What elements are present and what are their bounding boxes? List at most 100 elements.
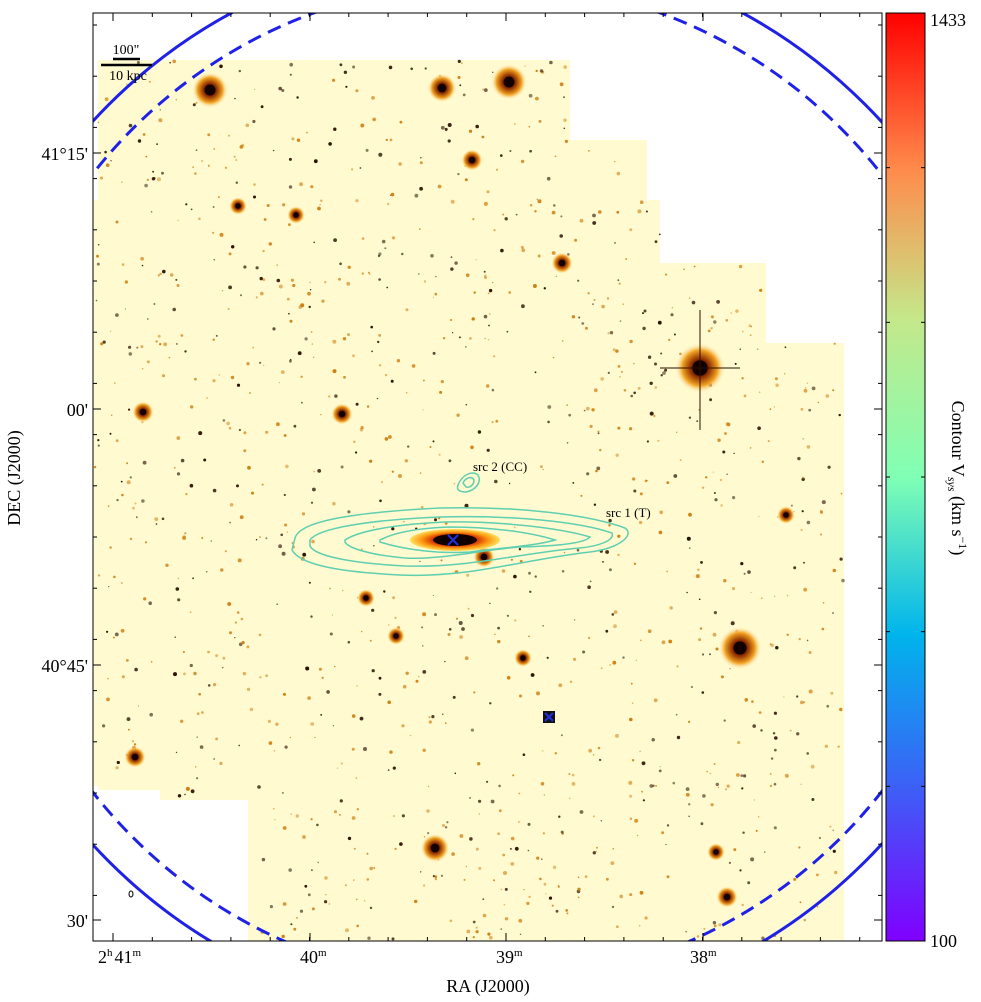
star [464, 178, 468, 182]
star [190, 789, 195, 794]
star [774, 377, 778, 381]
star [649, 411, 654, 416]
star [284, 523, 288, 527]
star [372, 117, 377, 122]
star [309, 289, 312, 291]
star [560, 734, 563, 737]
star [651, 738, 655, 742]
star [614, 242, 616, 244]
star [301, 401, 303, 404]
star [838, 413, 841, 417]
star [622, 656, 625, 659]
star [578, 316, 581, 319]
star [159, 272, 162, 276]
source-marker [543, 711, 555, 723]
star [116, 498, 119, 502]
y-axis-label: DEC (J2000) [4, 430, 25, 526]
star [386, 286, 389, 289]
star [176, 343, 178, 345]
star [157, 334, 161, 338]
star [735, 309, 739, 313]
star [487, 932, 491, 936]
star [115, 220, 119, 224]
star [207, 684, 211, 687]
star [381, 481, 383, 483]
star [798, 846, 801, 849]
star [222, 656, 226, 660]
star [662, 371, 666, 375]
star [193, 671, 197, 676]
star [391, 236, 396, 240]
star [378, 152, 383, 157]
star [769, 784, 773, 788]
star [355, 451, 358, 454]
star [566, 912, 569, 915]
star [121, 181, 123, 183]
star [502, 213, 505, 216]
star [654, 362, 657, 366]
star [329, 632, 333, 636]
star [841, 578, 845, 583]
star [539, 69, 544, 73]
star [830, 691, 834, 695]
star [195, 766, 197, 768]
star [587, 585, 591, 589]
star [806, 752, 809, 755]
star [184, 793, 186, 796]
star [609, 664, 612, 666]
star [676, 665, 679, 668]
star [659, 510, 663, 515]
star [760, 597, 763, 600]
star [583, 409, 586, 412]
star [115, 439, 119, 443]
star [422, 645, 424, 647]
star [629, 339, 633, 344]
star [361, 237, 365, 240]
star [741, 377, 744, 380]
star [221, 290, 224, 292]
star [808, 689, 813, 694]
star [134, 502, 137, 505]
star [217, 196, 220, 199]
star [174, 636, 176, 638]
star [712, 921, 717, 925]
star [822, 602, 825, 604]
star [753, 799, 756, 801]
star [825, 394, 830, 398]
star [301, 512, 306, 516]
star [698, 409, 700, 411]
star [110, 159, 112, 162]
star [448, 459, 452, 463]
star [489, 702, 492, 705]
star [487, 292, 490, 295]
star [546, 656, 549, 659]
star [243, 449, 247, 453]
y-tick-label-40-45: 40°45' [42, 656, 88, 676]
star [524, 65, 526, 67]
star [184, 532, 187, 535]
annotation-src1: src 1 (T) [606, 505, 651, 520]
annotation-src2: src 2 (CC) [473, 459, 527, 474]
star [352, 65, 356, 69]
star [730, 621, 735, 626]
star [180, 458, 185, 463]
scale-bar: 100" 10 kpc [101, 43, 152, 84]
star [623, 389, 627, 392]
star [447, 633, 451, 636]
y-tick-label-41-15: 41°15' [42, 144, 88, 164]
star [522, 753, 526, 756]
star [334, 394, 338, 398]
star [591, 408, 595, 412]
star [198, 692, 201, 696]
star [750, 325, 753, 328]
star [826, 704, 830, 708]
star [220, 568, 224, 572]
star [719, 478, 723, 482]
star [722, 450, 726, 454]
star [266, 204, 270, 207]
star [289, 62, 294, 67]
star [311, 343, 313, 345]
star [646, 440, 650, 443]
star [658, 233, 661, 236]
star [607, 332, 610, 335]
